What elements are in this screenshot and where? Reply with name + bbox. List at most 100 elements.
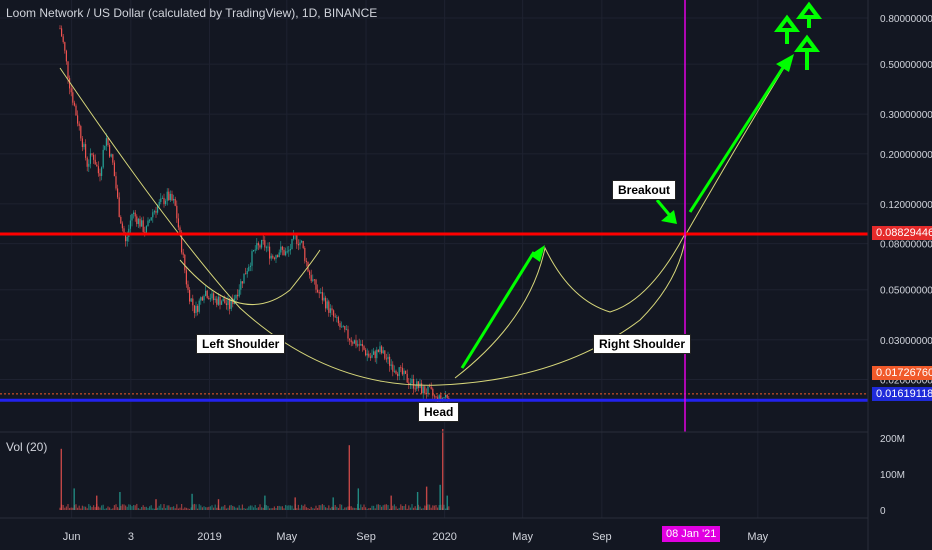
- volume-bar: [107, 506, 109, 510]
- volume-bar: [389, 508, 391, 510]
- candle-body: [297, 244, 299, 246]
- candle-body: [174, 198, 176, 206]
- volume-bar: [169, 507, 171, 510]
- candle-body: [325, 297, 327, 309]
- candle-body: [421, 383, 423, 394]
- candle-body: [185, 270, 187, 285]
- volume-bar: [62, 504, 64, 510]
- candle-body: [363, 346, 365, 350]
- candle-body: [373, 351, 375, 355]
- candle-body: [152, 212, 154, 218]
- candle-body: [70, 88, 72, 93]
- volume-bar: [374, 508, 376, 510]
- candle-body: [241, 281, 243, 284]
- volume-spike: [191, 493, 193, 510]
- volume-bar: [233, 506, 235, 510]
- volume-bar: [72, 507, 74, 510]
- volume-bar: [307, 508, 309, 510]
- candle-body: [209, 298, 211, 300]
- volume-bar: [125, 505, 127, 510]
- candle-body: [395, 370, 397, 374]
- volume-bar: [430, 507, 432, 510]
- volume-bar: [83, 506, 85, 510]
- volume-bar: [89, 505, 91, 510]
- volume-bar: [174, 508, 176, 510]
- candle-body: [326, 301, 328, 309]
- volume-bar: [216, 507, 218, 510]
- volume-bar: [398, 507, 400, 510]
- volume-bar: [433, 505, 435, 510]
- candle-body: [187, 284, 189, 290]
- candle-body: [259, 245, 261, 248]
- candle-body: [253, 249, 255, 252]
- candle-body: [376, 349, 378, 359]
- volume-bar: [387, 505, 389, 510]
- volume-bar: [438, 505, 440, 510]
- candle-body: [349, 338, 351, 341]
- volume-bar: [190, 507, 192, 510]
- candle-body: [69, 78, 71, 89]
- candle-body: [123, 228, 125, 235]
- volume-bar: [299, 508, 301, 510]
- volume-bar: [291, 505, 293, 510]
- volume-bar: [344, 507, 346, 510]
- volume-bar: [296, 508, 298, 510]
- candle-body: [201, 297, 203, 301]
- candle-body: [293, 235, 295, 239]
- volume-bar: [283, 508, 285, 510]
- candle-body: [80, 126, 82, 139]
- volume-bar: [325, 507, 327, 510]
- candle-body: [272, 255, 274, 258]
- candle-body: [163, 197, 165, 205]
- volume-bar: [128, 504, 130, 510]
- volume-indicator-label[interactable]: Vol (20): [6, 440, 48, 454]
- candle-body: [339, 323, 341, 328]
- candle-body: [353, 340, 355, 344]
- candle-body: [389, 356, 391, 366]
- volume-bar: [373, 505, 375, 510]
- volume-bar: [192, 504, 194, 510]
- volume-bar: [318, 505, 320, 510]
- volume-bar: [189, 508, 191, 510]
- candle-body: [62, 36, 64, 43]
- candle-body: [409, 383, 411, 385]
- volume-spike: [332, 497, 334, 510]
- volume-bar: [248, 506, 250, 510]
- head-label: Head: [418, 402, 460, 422]
- candle-body: [229, 300, 231, 309]
- candle-body: [417, 381, 419, 388]
- candle-body: [189, 289, 191, 302]
- candle-body: [321, 292, 323, 301]
- volume-bar: [112, 508, 114, 510]
- volume-bar: [198, 504, 200, 510]
- candle-body: [155, 211, 157, 213]
- candle-body: [333, 310, 335, 317]
- volume-bar: [286, 505, 288, 510]
- candle-body: [285, 251, 287, 256]
- volume-spike: [294, 497, 296, 510]
- volume-bar: [315, 505, 317, 510]
- y-tick-label: 0.50000000: [880, 60, 932, 71]
- volume-bar: [329, 508, 331, 510]
- volume-bar: [144, 506, 146, 510]
- volume-bar: [358, 508, 360, 510]
- candle-body: [445, 395, 447, 398]
- candle-body: [273, 257, 275, 259]
- candle-body: [75, 105, 77, 116]
- candle-body: [137, 218, 139, 224]
- candle-body: [317, 289, 319, 293]
- volume-bar: [280, 506, 282, 510]
- candle-body: [401, 367, 403, 375]
- candle-body: [214, 298, 216, 301]
- candle-body: [366, 353, 368, 356]
- candle-body: [224, 298, 226, 304]
- volume-bar: [129, 504, 131, 510]
- volume-bar: [168, 505, 170, 510]
- volume-bar: [275, 508, 277, 510]
- candle-body: [249, 265, 251, 267]
- volume-tick-label: 100M: [880, 470, 905, 481]
- volume-bar: [134, 505, 136, 510]
- volume-bar: [366, 508, 368, 510]
- candle-body: [205, 290, 207, 296]
